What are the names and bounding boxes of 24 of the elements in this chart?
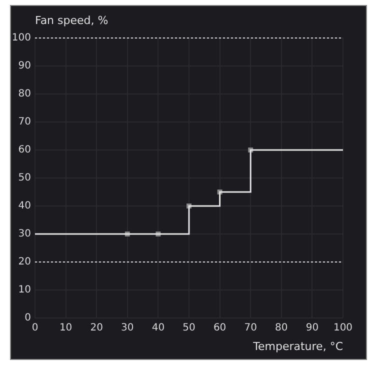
y-tick-label: 30 xyxy=(18,228,31,240)
x-axis-title: Temperature, °C xyxy=(253,340,343,353)
y-tick-label: 0 xyxy=(24,312,31,324)
y-tick-label: 70 xyxy=(18,116,31,128)
y-tick-label: 10 xyxy=(18,284,31,296)
x-tick-label: 50 xyxy=(182,322,196,334)
x-tick-label: 20 xyxy=(90,322,103,334)
x-tick-label: 10 xyxy=(59,322,72,334)
x-tick-label: 60 xyxy=(213,322,226,334)
x-tick-label: 0 xyxy=(32,322,38,334)
y-tick-label: 40 xyxy=(18,200,31,212)
y-tick-label: 100 xyxy=(12,32,31,44)
x-tick-label: 70 xyxy=(244,322,257,334)
y-tick-label: 60 xyxy=(18,144,31,156)
x-tick-label: 90 xyxy=(306,322,319,334)
x-tick-label: 40 xyxy=(152,322,165,334)
x-tick-label: 80 xyxy=(275,322,288,334)
y-tick-label: 50 xyxy=(18,172,31,184)
y-tick-label: 20 xyxy=(18,256,31,268)
x-tick-label: 100 xyxy=(333,322,353,334)
y-tick-label: 90 xyxy=(18,60,31,72)
y-tick-label: 80 xyxy=(18,88,31,100)
y-axis-title: Fan speed, % xyxy=(35,14,108,27)
x-tick-label: 30 xyxy=(121,322,134,334)
